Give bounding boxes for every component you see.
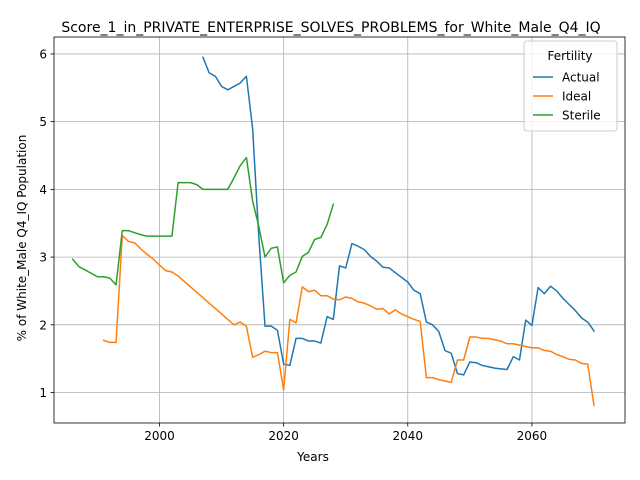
x-tick-label: 2040 (392, 429, 423, 443)
series-line-sterile (71, 156, 335, 286)
series-line-actual (201, 56, 596, 376)
y-axis-ticks: 1 2 3 4 5 6 (39, 47, 54, 400)
x-tick-label: 2000 (144, 429, 175, 443)
x-tick-label: 2020 (268, 429, 299, 443)
legend: Fertility Actual Ideal Sterile (523, 40, 618, 132)
y-tick-label: 1 (39, 386, 47, 400)
legend-box (523, 40, 618, 132)
legend-label-actual: Actual (562, 71, 600, 85)
legend-title: Fertility (547, 49, 592, 63)
x-axis-ticks: 2000 2020 2040 2060 (144, 423, 547, 443)
legend-label-ideal: Ideal (562, 90, 591, 104)
legend-label-sterile: Sterile (562, 109, 601, 123)
y-tick-label: 4 (39, 183, 47, 197)
legend-items: Actual Ideal Sterile (533, 71, 601, 123)
y-axis-label: % of White_Male Q4_IQ Population (15, 135, 29, 342)
chart-title: Score_1_in_PRIVATE_ENTERPRISE_SOLVES_PRO… (61, 20, 600, 36)
series-line-ideal (102, 234, 595, 407)
x-tick-label: 2060 (517, 429, 548, 443)
series-lines (71, 56, 596, 407)
y-tick-label: 5 (39, 115, 47, 129)
x-axis-label: Years (296, 450, 329, 464)
y-tick-label: 3 (39, 251, 47, 265)
plot-frame (53, 36, 626, 424)
y-tick-label: 6 (39, 47, 47, 61)
y-tick-label: 2 (39, 318, 47, 332)
